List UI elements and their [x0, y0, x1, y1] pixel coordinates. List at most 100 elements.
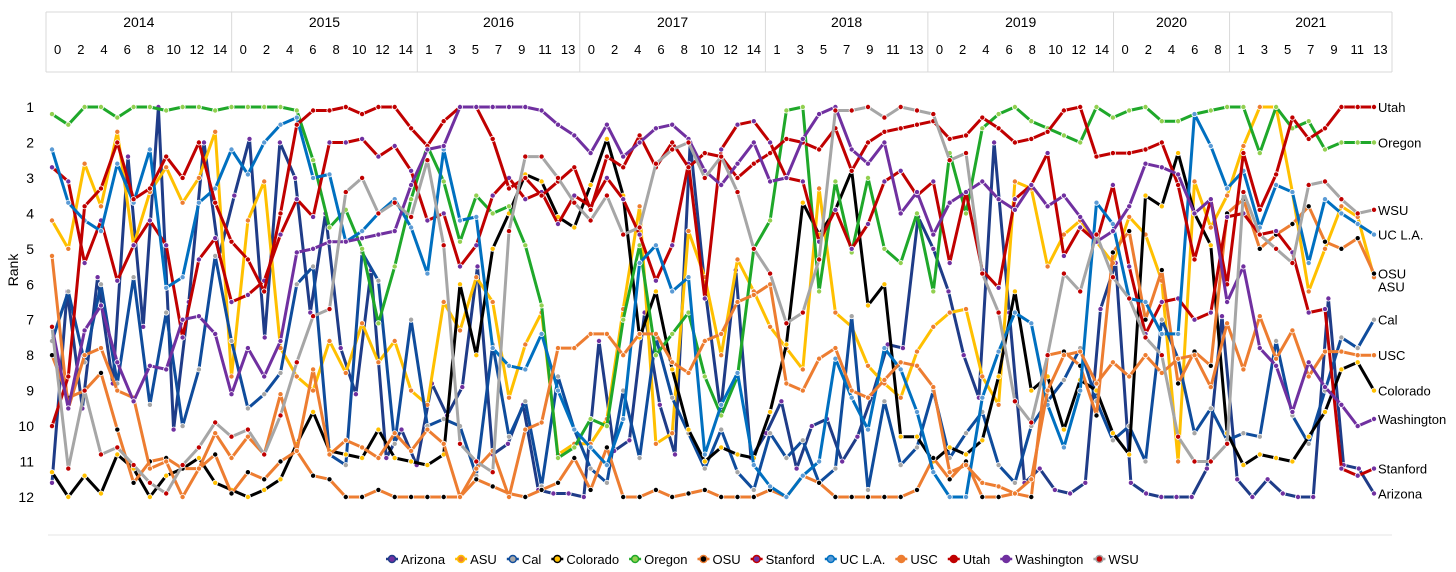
data-point [669, 359, 676, 366]
data-point [799, 437, 806, 444]
data-point [783, 320, 790, 327]
legend-swatch-marker [553, 554, 562, 564]
data-point [1028, 181, 1035, 188]
data-point [1109, 220, 1116, 227]
data-point [718, 401, 725, 408]
data-point [816, 111, 823, 118]
series-line [50, 250, 1376, 492]
data-point [228, 337, 235, 344]
data-point [1256, 245, 1263, 252]
data-point [1338, 203, 1345, 210]
data-point [1060, 426, 1067, 433]
data-point [701, 295, 708, 302]
series-end-label: ASU [1378, 280, 1405, 295]
data-point [1109, 359, 1116, 366]
data-point [359, 245, 366, 252]
data-point [701, 486, 708, 493]
data-point [505, 104, 512, 111]
legend-swatch-marker [949, 554, 959, 564]
data-point [1371, 316, 1378, 323]
data-point [930, 323, 937, 330]
data-point [212, 107, 219, 114]
data-point [261, 391, 268, 398]
data-point [81, 352, 88, 359]
data-point [783, 174, 790, 181]
data-point [114, 426, 121, 433]
data-point [1240, 366, 1247, 373]
data-point [603, 153, 610, 160]
data-point [1207, 107, 1214, 114]
year-label: 2018 [831, 14, 862, 30]
data-point [505, 228, 512, 235]
legend-swatch-marker [630, 554, 640, 564]
data-point [767, 430, 774, 437]
data-point [991, 139, 998, 146]
week-label: 8 [147, 42, 154, 57]
data-point [98, 281, 105, 288]
week-label: 4 [100, 42, 107, 57]
data-point [816, 458, 823, 465]
data-point [1126, 451, 1133, 458]
data-point [620, 493, 627, 500]
data-point [685, 139, 692, 146]
data-point [261, 334, 268, 341]
week-label: 10 [700, 42, 714, 57]
data-point [1338, 210, 1345, 217]
week-label: 0 [1122, 42, 1129, 57]
data-point [669, 146, 676, 153]
data-point [1224, 320, 1231, 327]
data-point [81, 472, 88, 479]
data-point [1175, 458, 1182, 465]
data-point [459, 384, 466, 391]
data-point [603, 135, 610, 142]
data-point [701, 458, 708, 465]
data-point [555, 479, 562, 486]
data-point [1289, 220, 1296, 227]
week-label: 2 [1145, 42, 1152, 57]
data-point [292, 174, 299, 181]
year-label: 2014 [123, 14, 154, 30]
data-point [832, 107, 839, 114]
data-point [310, 157, 317, 164]
data-point [914, 107, 921, 114]
data-point [832, 493, 839, 500]
data-point [231, 192, 238, 199]
data-point [293, 196, 300, 203]
week-label: 5 [1284, 42, 1291, 57]
data-point [244, 217, 251, 224]
data-point [652, 330, 659, 337]
data-point [81, 387, 88, 394]
data-point [391, 263, 398, 270]
data-point [1338, 334, 1345, 341]
data-point [522, 104, 529, 111]
data-point [571, 132, 578, 139]
data-point [565, 490, 572, 497]
year-label: 2016 [483, 14, 514, 30]
data-point [1109, 249, 1116, 256]
data-point [1371, 104, 1378, 111]
data-point [391, 430, 398, 437]
week-label: 11 [1350, 42, 1364, 57]
week-label: 0 [54, 42, 61, 57]
data-point [1207, 384, 1214, 391]
data-point [125, 153, 132, 160]
data-point [440, 142, 447, 149]
data-point [293, 249, 300, 256]
week-label: 10 [352, 42, 366, 57]
data-point [473, 458, 480, 465]
data-point [94, 274, 101, 281]
data-point [995, 284, 1002, 291]
data-point [81, 203, 88, 210]
series-wsu [49, 104, 1378, 497]
data-point [1279, 490, 1286, 497]
data-point [1028, 493, 1035, 500]
data-point [555, 174, 562, 181]
data-point [587, 465, 594, 472]
data-point [228, 146, 235, 153]
legend-label: OSU [712, 552, 740, 567]
data-point [808, 423, 815, 430]
data-point [456, 104, 463, 111]
data-point [424, 270, 431, 277]
data-point [1249, 493, 1256, 500]
y-tick-label: 8 [26, 347, 34, 363]
